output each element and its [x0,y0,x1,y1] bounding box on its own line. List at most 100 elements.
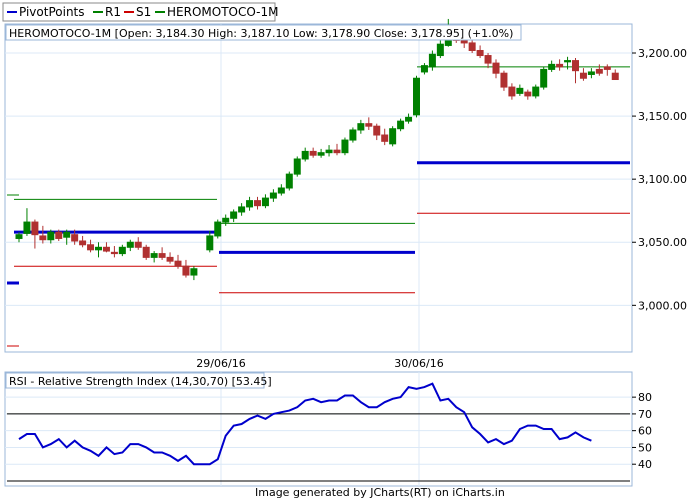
rsi-header: RSI - Relative Strength Index (14,30,70)… [9,375,272,388]
price-tick-label: 3,000.00 [638,299,687,312]
price-tick-label: 3,050.00 [638,236,687,249]
candle [468,42,476,51]
candle [269,192,277,199]
rsi-tick-label: 60 [638,425,652,438]
candle [174,260,182,267]
candle [158,253,166,258]
price-tick-label: 3,100.00 [638,173,687,186]
candle [110,251,118,255]
candle [413,77,420,116]
rsi-tick-label: 70 [638,408,652,421]
price-tick-label: 3,200.00 [638,47,687,60]
candle [333,149,341,154]
candle [484,55,492,64]
price-axis-ticks: 3,000.00 3,050.00 3,100.00 3,150.00 3,200.00 [632,47,687,312]
rsi-line [18,382,592,466]
candle [87,244,95,251]
x-tick-label: 30/06/16 [394,357,443,370]
candle [206,235,214,251]
footer-text: Image generated by JCharts(RT) on iChart… [255,486,505,499]
candle [397,120,405,130]
rsi-reference-lines [7,413,630,482]
candle [564,60,572,63]
rsi-header-box [5,372,265,389]
candle [436,43,444,57]
candle [420,65,428,73]
candle [357,123,365,131]
legend-box [2,2,276,22]
candle [572,60,579,72]
rsi-tick-label: 50 [638,441,652,454]
rsi-tick-label: 40 [638,458,652,471]
legend-label-stock: HEROMOTOCO-1M [167,5,278,19]
candle [118,246,126,255]
candle [214,221,222,237]
candle [142,246,150,258]
candle [261,197,269,207]
candle [246,200,254,208]
candle [500,72,508,88]
x-tick-label: 29/06/16 [196,357,245,370]
candle [524,91,532,97]
candle [79,240,87,246]
candle [150,253,158,258]
candle [63,231,71,238]
rsi-tick-label: 80 [638,391,652,404]
candle [611,72,619,81]
candle [492,62,500,74]
candle [309,150,317,156]
candle [55,231,63,239]
rsi-panel-frame [4,371,633,487]
candle [476,49,484,57]
candles [15,18,619,281]
legend-label-pivot: PivotPoints [19,5,85,19]
candle [230,211,238,219]
price-gridlines [5,24,632,352]
price-panel-frame [4,23,633,353]
candle [317,152,325,156]
candle [71,234,79,242]
candle [532,86,540,97]
candle [23,221,31,234]
candle [222,217,230,223]
candle [95,246,102,251]
candle [389,128,397,145]
candle [341,139,349,154]
candle [587,71,595,75]
price-tick-label: 3,150.00 [638,110,687,123]
candle [556,63,564,68]
candle [190,268,198,276]
candle [349,129,357,141]
legend-label-s1: S1 [136,5,151,19]
candle [595,68,603,74]
candle [405,116,413,122]
candle [373,125,381,136]
candle [548,63,556,70]
candle [31,221,39,236]
price-header: HEROMOTOCO-1M [Open: 3,184.30 High: 3,18… [9,27,513,40]
x-axis-ticks: 29/06/16 30/06/16 [196,357,443,370]
candle [603,66,611,70]
candle [134,241,142,248]
candle [102,246,110,252]
candle [166,256,174,262]
candle [238,206,246,213]
candle [39,235,47,241]
candle [254,200,261,207]
price-header-box [5,24,522,41]
candle [381,134,389,142]
legend-label-r1: R1 [105,5,121,19]
candle [365,123,373,127]
candle [516,87,524,94]
candle [508,86,516,97]
candle [277,187,285,194]
candle [540,68,548,88]
candle [460,39,468,44]
candle [301,150,309,160]
candle [15,234,23,239]
legend: PivotPoints R1 S1 HEROMOTOCO-1M [2,2,278,22]
candle [285,173,293,189]
candle [126,241,134,248]
candle [182,265,190,276]
candle [428,53,436,68]
